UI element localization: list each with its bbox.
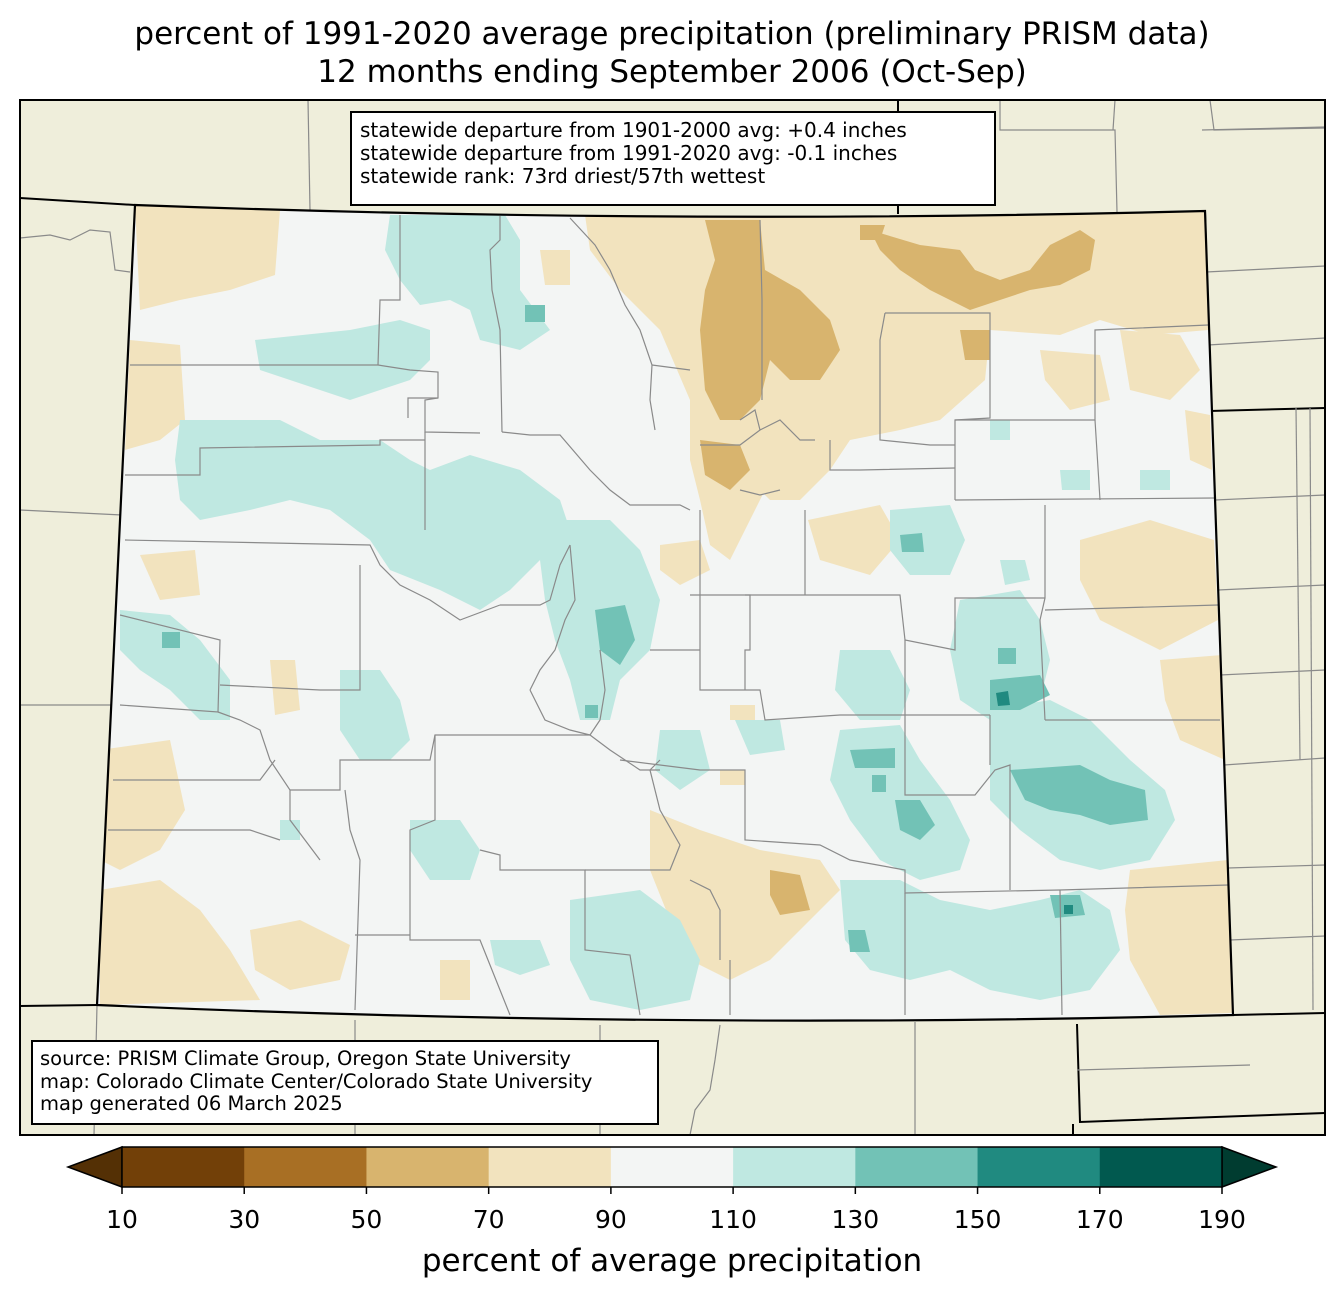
colorbar-bin <box>733 1147 856 1187</box>
map-title-line-2: 12 months ending September 2006 (Oct-Sep… <box>317 54 1027 90</box>
statewide-stats-box: statewide departure from 1901-2000 avg: … <box>350 111 996 206</box>
source-line-1: source: PRISM Climate Group, Oregon Stat… <box>40 1047 571 1070</box>
colorbar-bin <box>244 1147 367 1187</box>
colorbar-tick-label: 110 <box>709 1205 757 1234</box>
colorbar-bin <box>488 1147 612 1187</box>
colorbar-tick-label: 70 <box>472 1205 505 1234</box>
colorbar-bin <box>855 1147 979 1187</box>
colorbar-tick-label: 50 <box>350 1205 383 1234</box>
colorbar-bin <box>610 1147 734 1187</box>
colorbar-tick-label: 170 <box>1075 1205 1124 1234</box>
colorbar-bin <box>1099 1147 1223 1187</box>
colorbar-tick-label: 90 <box>594 1205 627 1234</box>
colorbar-tick-label: 10 <box>106 1205 138 1234</box>
colorbar-border <box>121 1146 1223 1188</box>
colorbar-tick-label: 190 <box>1198 1205 1246 1234</box>
source-info-box: source: PRISM Climate Group, Oregon Stat… <box>31 1040 659 1125</box>
stats-line-2: statewide departure from 1991-2020 avg: … <box>360 141 898 165</box>
colorbar-over-arrow <box>1221 1145 1279 1189</box>
colorbar-bin <box>977 1147 1101 1187</box>
colorbar <box>65 1145 1279 1194</box>
colorbar-label: percent of average precipitation <box>421 1243 923 1279</box>
map-frame <box>19 99 1326 1136</box>
source-line-3: map generated 06 March 2025 <box>40 1092 343 1115</box>
colorado-border <box>95 203 1235 1022</box>
colorbar-tick-label: 30 <box>228 1205 261 1234</box>
colorbar-under-arrow <box>65 1145 123 1189</box>
colorbar-bin <box>366 1147 490 1187</box>
colorado-precip-field <box>97 205 1233 1021</box>
source-line-2: map: Colorado Climate Center/Colorado St… <box>40 1069 593 1093</box>
stats-line-1: statewide departure from 1901-2000 avg: … <box>360 118 907 142</box>
colorbar-tick-label: 130 <box>831 1205 880 1234</box>
stats-line-3: statewide rank: 73rd driest/57th wettest <box>360 164 766 188</box>
colorbar-tick-label: 150 <box>953 1205 1002 1234</box>
map-title-line-1: percent of 1991-2020 average precipitati… <box>134 16 1210 52</box>
county-boundaries <box>108 215 1229 1016</box>
colorbar-bin <box>122 1147 245 1187</box>
